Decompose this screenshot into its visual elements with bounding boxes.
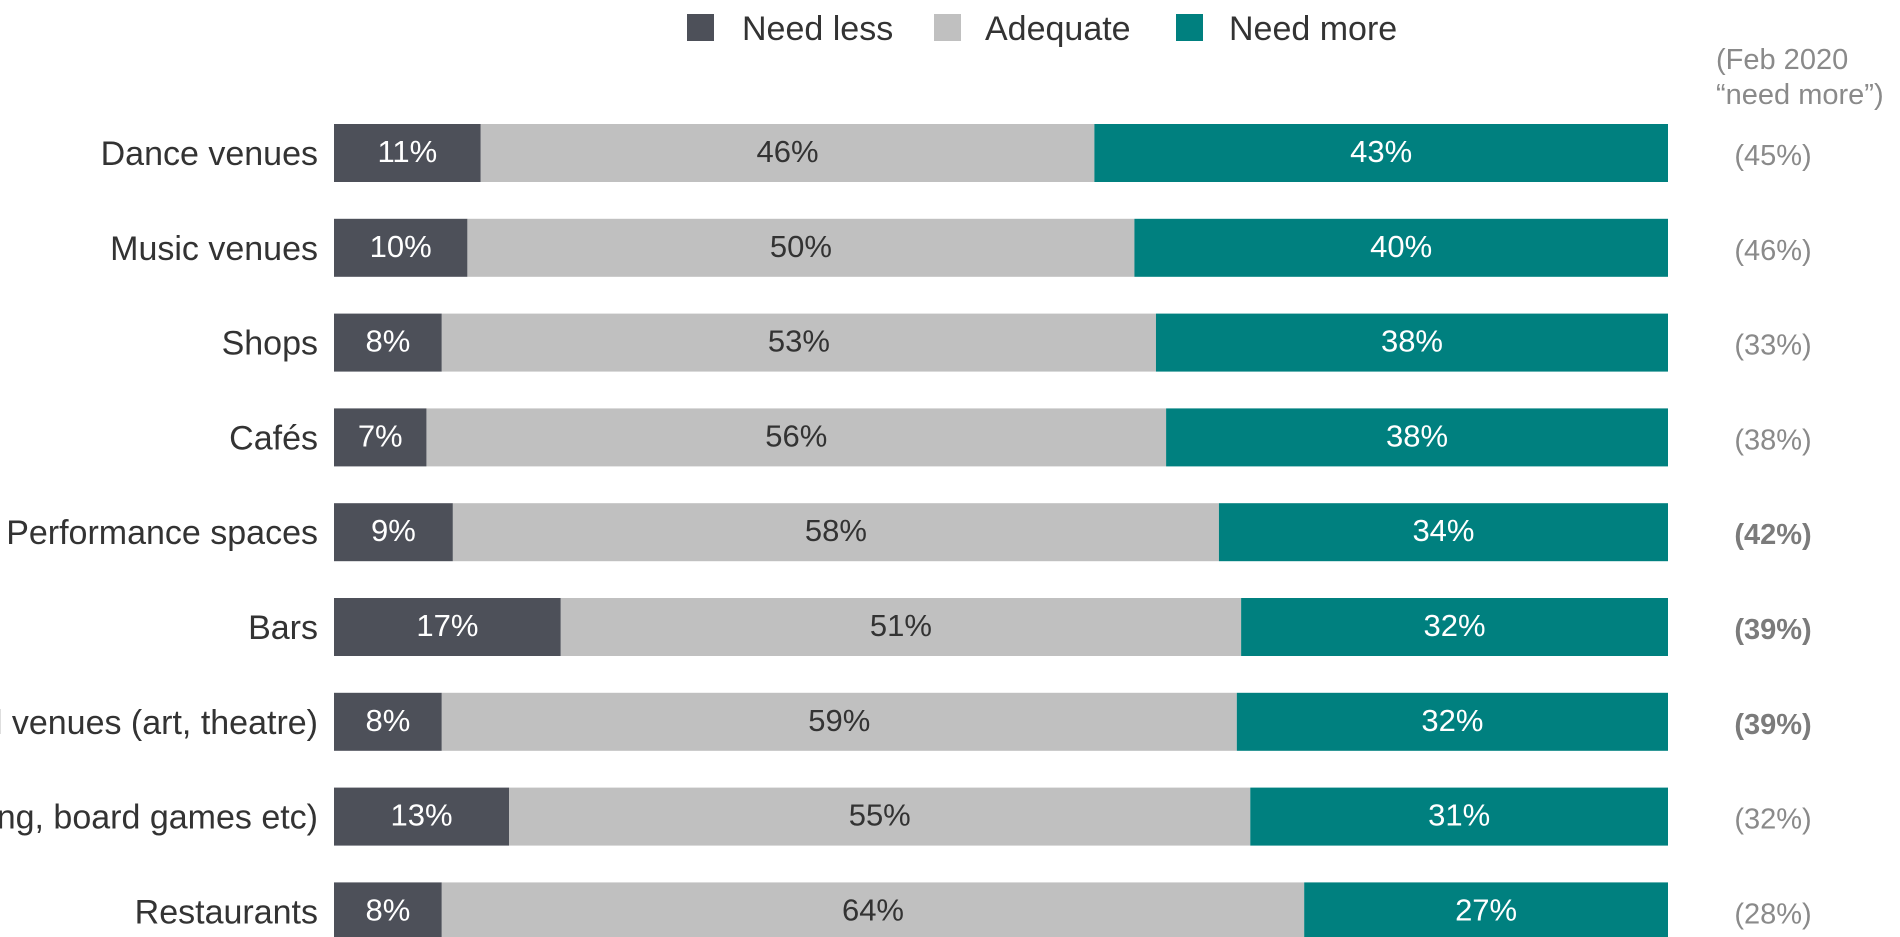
data-label-2-3: 38% <box>1386 418 1448 453</box>
bar-0-1 <box>334 218 468 277</box>
data-label-0-6: 8% <box>365 703 410 738</box>
bar-2-7 <box>1250 787 1668 846</box>
data-label-1-4: 58% <box>805 513 867 548</box>
bar-0-3 <box>334 408 427 467</box>
bar-2-0 <box>1094 124 1668 182</box>
comparison-value-3: (38%) <box>1734 424 1811 456</box>
bar-1-1 <box>467 218 1135 277</box>
legend-label-1: Adequate <box>985 10 1131 48</box>
legend-swatch-0 <box>687 14 714 41</box>
bar-0-7 <box>334 787 510 846</box>
comparison-header-line-1: “need more”) <box>1716 79 1884 111</box>
data-label-1-5: 51% <box>870 608 932 643</box>
data-label-0-3: 7% <box>358 418 403 453</box>
bar-0-0 <box>334 124 481 182</box>
category-label-3: Cafés <box>229 419 318 457</box>
bar-1-4 <box>452 503 1219 562</box>
bar-1-6 <box>441 692 1237 751</box>
data-label-0-5: 17% <box>416 608 478 643</box>
data-label-2-6: 32% <box>1421 703 1483 738</box>
comparison-value-4: (42%) <box>1734 519 1811 551</box>
bar-1-8 <box>441 882 1305 937</box>
category-label-6: l venues (art, theatre) <box>0 704 318 742</box>
legend-label-0: Need less <box>742 10 893 48</box>
data-label-0-7: 13% <box>391 798 453 833</box>
data-label-2-8: 27% <box>1455 892 1517 927</box>
data-label-0-4: 9% <box>371 513 416 548</box>
data-label-2-7: 31% <box>1428 798 1490 833</box>
bar-2-3 <box>1166 408 1668 467</box>
data-label-2-1: 40% <box>1370 229 1432 264</box>
data-label-1-2: 53% <box>768 324 830 359</box>
category-label-1: Music venues <box>110 230 318 268</box>
data-label-2-5: 32% <box>1424 608 1486 643</box>
bar-2-5 <box>1241 598 1668 656</box>
comparison-value-8: (28%) <box>1734 898 1811 930</box>
comparison-value-0: (45%) <box>1734 140 1811 172</box>
bar-0-8 <box>334 882 442 937</box>
category-label-4: Performance spaces <box>6 514 318 552</box>
comparison-value-5: (39%) <box>1734 614 1811 646</box>
category-label-2: Shops <box>222 325 318 363</box>
bar-0-4 <box>334 503 453 562</box>
comparison-value-1: (46%) <box>1734 235 1811 267</box>
data-label-0-2: 8% <box>365 324 410 359</box>
data-label-2-2: 38% <box>1381 324 1443 359</box>
bar-1-5 <box>560 598 1242 656</box>
legend-swatch-2 <box>1176 14 1203 41</box>
category-label-0: Dance venues <box>101 135 318 173</box>
bar-2-4 <box>1218 503 1668 562</box>
bar-1-3 <box>426 408 1167 467</box>
data-label-0-1: 10% <box>370 229 432 264</box>
data-label-1-7: 55% <box>849 798 911 833</box>
comparison-value-6: (39%) <box>1734 709 1811 741</box>
data-label-0-0: 11% <box>377 134 437 169</box>
comparison-value-7: (32%) <box>1734 804 1811 836</box>
data-label-1-1: 50% <box>770 229 832 264</box>
bar-0-6 <box>334 692 442 751</box>
bar-2-8 <box>1304 882 1668 937</box>
data-label-1-8: 64% <box>842 892 904 927</box>
data-label-1-3: 56% <box>765 418 827 453</box>
legend-label-2: Need more <box>1229 10 1397 48</box>
data-label-2-0: 43% <box>1350 134 1412 169</box>
category-label-5: Bars <box>248 609 318 647</box>
data-label-2-4: 34% <box>1412 513 1474 548</box>
bar-1-2 <box>441 313 1156 372</box>
comparison-header-line-0: (Feb 2020 <box>1716 44 1848 76</box>
legend-swatch-1 <box>934 14 961 41</box>
category-label-7: ing, board games etc) <box>0 799 318 837</box>
data-label-0-8: 8% <box>365 892 410 927</box>
bar-0-2 <box>334 313 442 372</box>
data-label-1-6: 59% <box>808 703 870 738</box>
category-label-8: Restaurants <box>135 893 318 931</box>
data-label-1-0: 46% <box>757 134 819 169</box>
bar-1-7 <box>509 787 1251 846</box>
bar-2-6 <box>1236 692 1668 751</box>
bar-2-1 <box>1134 218 1668 277</box>
bar-2-2 <box>1155 313 1668 372</box>
bar-0-5 <box>334 598 561 656</box>
bar-1-0 <box>480 124 1095 182</box>
comparison-value-2: (33%) <box>1734 330 1811 362</box>
